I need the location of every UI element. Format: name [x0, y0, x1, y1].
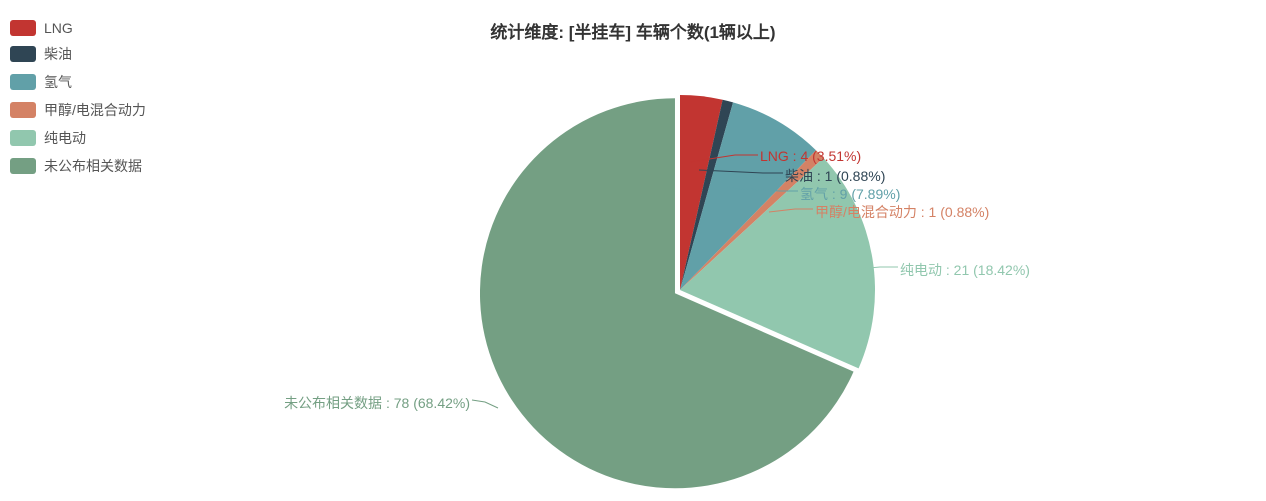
legend-label: 未公布相关数据 [44, 156, 142, 176]
slice-label: LNG : 4 (3.51%) [760, 148, 861, 164]
legend-swatch [10, 74, 36, 90]
legend: LNG 柴油氢气甲醇/电混合动力纯电动未公布相关数据 [10, 20, 146, 184]
legend-item[interactable]: 纯电动 [10, 128, 146, 148]
legend-label: 柴油 [44, 44, 72, 64]
slice-label: 氢气 : 9 (7.89%) [800, 184, 900, 204]
legend-swatch [10, 20, 36, 36]
legend-swatch [10, 130, 36, 146]
slice-label: 纯电动 : 21 (18.42%) [900, 260, 1030, 280]
legend-swatch [10, 158, 36, 174]
legend-label: 纯电动 [44, 128, 86, 148]
legend-item[interactable]: 甲醇/电混合动力 [10, 100, 146, 120]
slice-label: 甲醇/电混合动力 : 1 (0.88%) [815, 202, 989, 222]
legend-label: 氢气 [44, 72, 72, 92]
legend-label: 甲醇/电混合动力 [44, 100, 146, 120]
slice-label: 柴油 : 1 (0.88%) [785, 166, 885, 186]
chart-title: 统计维度: [半挂车] 车辆个数(1辆以上) [0, 18, 1266, 43]
legend-swatch [10, 46, 36, 62]
legend-label: LNG [44, 20, 73, 36]
legend-item[interactable]: LNG [10, 20, 146, 36]
slice-label: 未公布相关数据 : 78 (68.42%) [284, 393, 470, 413]
legend-item[interactable]: 柴油 [10, 44, 146, 64]
legend-swatch [10, 102, 36, 118]
legend-item[interactable]: 氢气 [10, 72, 146, 92]
legend-item[interactable]: 未公布相关数据 [10, 156, 146, 176]
